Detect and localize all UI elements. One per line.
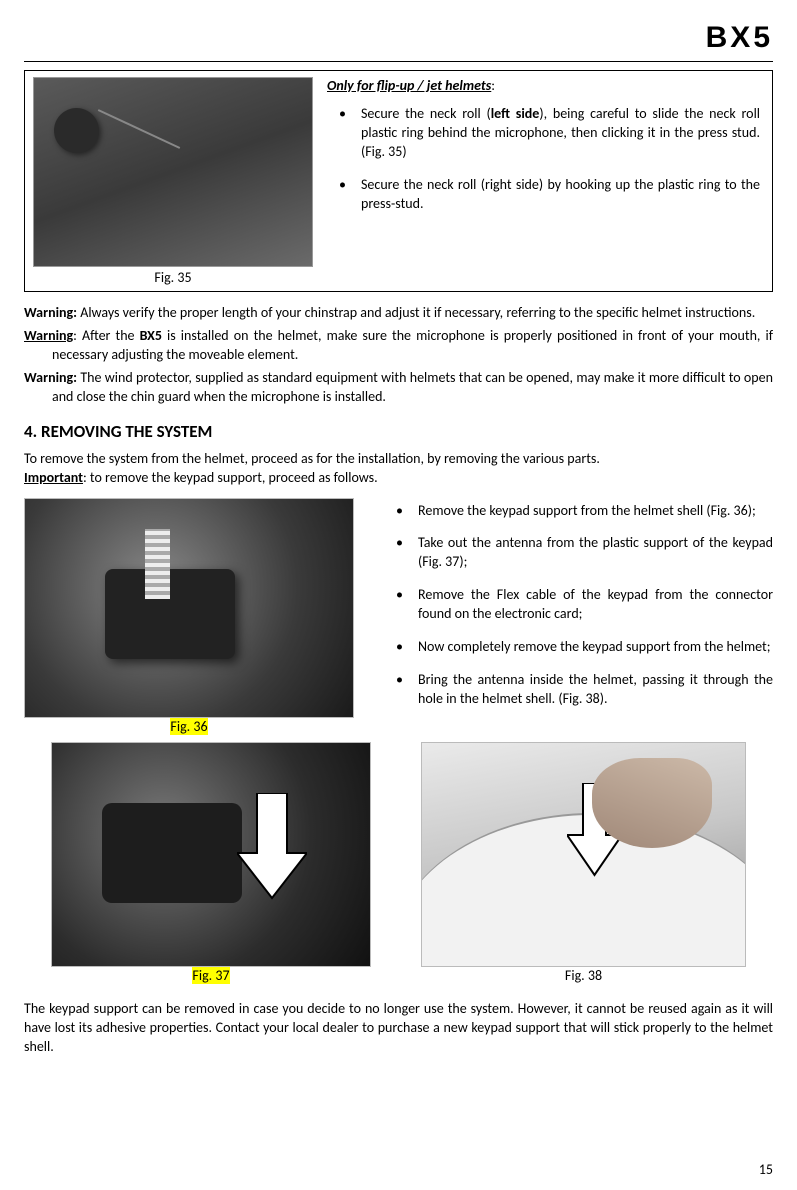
figure-36-caption-text: Fig. 36 [170,718,207,735]
warning-bold: BX5 [140,327,162,344]
section-4-heading: 4. REMOVING THE SYSTEM [24,421,773,444]
warning-label: Warning [24,327,73,344]
warning-label: Warning: [24,304,77,321]
step-remove-completely: Now completely remove the keypad support… [418,638,773,657]
warning-label: Warning: [24,369,77,386]
warning-text: : After the [73,327,139,344]
page-number: 15 [759,1161,773,1180]
section-4-intro: To remove the system from the helmet, pr… [24,450,773,469]
flip-up-bullets: Secure the neck roll (left side), being … [327,105,760,213]
bullet-left-side: Secure the neck roll (left side), being … [361,105,760,162]
figure-35-text: Only for flip-up / jet helmets: Secure t… [327,77,764,228]
fig36-row: Fig. 36 Remove the keypad support from t… [24,498,773,737]
fig37-38-row: Fig. 37 Fig. 38 [24,742,773,986]
step-flex-cable: Remove the Flex cable of the keypad from… [418,586,773,624]
bullet-bold: left side [491,105,540,122]
figure-35-column: Fig. 35 [33,77,313,288]
important-label: Important [24,469,83,486]
flip-up-heading-underline: Only for flip-up / jet helmets [327,77,491,94]
figure-37-column: Fig. 37 [51,742,371,986]
warning-microphone-position: Warning: After the BX5 is installed on t… [24,327,773,365]
arrow-down-icon [237,793,307,903]
figure-35-box: Fig. 35 Only for flip-up / jet helmets: … [24,70,773,293]
bullet-text: Secure the neck roll ( [361,105,491,122]
warning-chinstrap: Warning: Always verify the proper length… [24,304,773,323]
bullet-right-side: Secure the neck roll (right side) by hoo… [361,176,760,214]
warning-text: The wind protector, supplied as standard… [52,369,773,405]
figure-36-image [24,498,354,718]
removal-steps: Remove the keypad support from the helme… [384,498,773,723]
figure-38-caption: Fig. 38 [421,967,746,986]
removal-steps-list: Remove the keypad support from the helme… [384,502,773,709]
figure-36-column: Fig. 36 [24,498,354,737]
bullet-text: Secure the neck roll (right side) by hoo… [361,176,760,212]
important-text: : to remove the keypad support, proceed … [83,469,378,486]
figure-37-image [51,742,371,967]
step-antenna-inside: Bring the antenna inside the helmet, pas… [418,671,773,709]
section-4-important: Important: to remove the keypad support,… [24,469,773,488]
flip-up-heading: Only for flip-up / jet helmets: [327,77,760,96]
arrow-down-icon [567,783,622,878]
figure-35-caption: Fig. 35 [33,269,313,288]
flip-up-heading-colon: : [491,77,495,94]
warning-wind-protector: Warning: The wind protector, supplied as… [24,369,773,407]
figure-37-caption: Fig. 37 [51,967,371,986]
page-header: BX5 [24,18,773,62]
figure-37-caption-text: Fig. 37 [192,967,229,984]
step-remove-support: Remove the keypad support from the helme… [418,502,773,521]
bottom-paragraph: The keypad support can be removed in cas… [24,1000,773,1057]
step-antenna-out: Take out the antenna from the plastic su… [418,534,773,572]
figure-38-column: Fig. 38 [421,742,746,986]
figure-38-image [421,742,746,967]
figure-36-caption: Fig. 36 [24,718,354,737]
warning-text: Always verify the proper length of your … [77,304,755,321]
figure-35-image [33,77,313,267]
